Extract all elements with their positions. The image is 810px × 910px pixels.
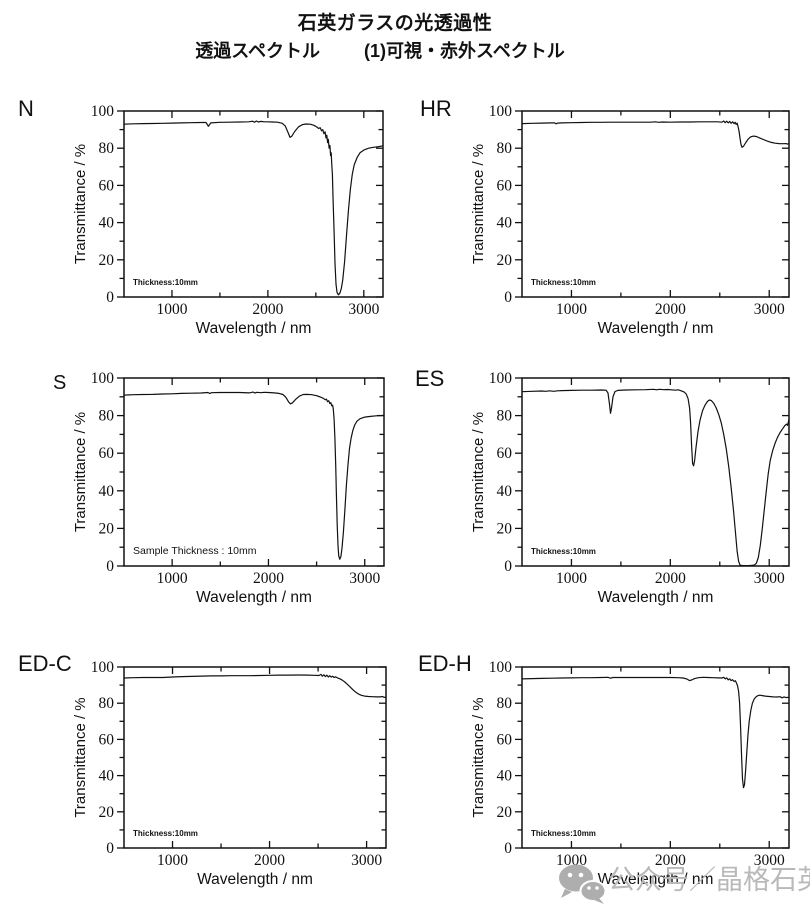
chart-name-label: HR bbox=[420, 96, 452, 121]
y-tick-label: 40 bbox=[497, 483, 513, 500]
y-axis-title: Transmittance / % bbox=[72, 697, 89, 817]
x-tick-label: 2000 bbox=[254, 852, 285, 869]
thickness-annotation: Thickness:10mm bbox=[531, 278, 596, 287]
y-tick-label: 60 bbox=[99, 177, 115, 194]
y-axis-title: Transmittance / % bbox=[72, 412, 89, 532]
y-tick-label: 80 bbox=[497, 140, 513, 157]
subtitle-right: (1)可視・赤外スペクトル bbox=[364, 41, 565, 61]
x-tick-label: 1000 bbox=[556, 570, 587, 587]
x-tick-label: 2000 bbox=[253, 570, 284, 587]
chart-name-label: ED-C bbox=[18, 651, 72, 676]
thickness-annotation: Sample Thickness : 10mm bbox=[133, 545, 257, 557]
chart-ED-C: 1000 2000 3000 0 20 40 60 80 100 Wavelength / nm T… bbox=[18, 651, 387, 888]
y-tick-label: 40 bbox=[497, 768, 513, 785]
x-tick-label: 1000 bbox=[157, 570, 188, 587]
thickness-annotation: Thickness:10mm bbox=[133, 278, 198, 287]
chart-name-label: ED-H bbox=[418, 651, 472, 676]
y-tick-label: 0 bbox=[106, 289, 114, 306]
y-tick-label: 20 bbox=[497, 252, 513, 269]
x-axis-title: Wavelength / nm bbox=[196, 320, 312, 337]
y-tick-label: 80 bbox=[99, 695, 115, 712]
chart-name-label: S bbox=[53, 372, 66, 394]
page-title: 石英ガラスの光透過性 bbox=[297, 13, 493, 34]
chart-name-label: N bbox=[18, 96, 34, 121]
chart-ES: 1000 2000 3000 0 20 40 60 80 100 Wavelength / nm T… bbox=[415, 366, 790, 606]
spectrum-curve bbox=[123, 673, 387, 699]
chart-name-label: ES bbox=[415, 366, 444, 391]
y-tick-label: 20 bbox=[497, 520, 513, 537]
y-tick-label: 20 bbox=[99, 804, 115, 821]
y-tick-label: 60 bbox=[497, 445, 513, 462]
y-tick-label: 40 bbox=[497, 215, 513, 232]
x-tick-label: 3000 bbox=[348, 301, 379, 318]
x-axis-title: Wavelength / nm bbox=[598, 320, 714, 337]
x-axis-title: Wavelength / nm bbox=[196, 589, 312, 606]
x-axis-title: Wavelength / nm bbox=[197, 871, 313, 888]
x-tick-label: 1000 bbox=[157, 852, 188, 869]
x-tick-label: 3000 bbox=[754, 570, 785, 587]
chart-ED-H: 1000 2000 3000 0 20 40 60 80 100 Wavelength / nm T… bbox=[418, 651, 790, 888]
y-axis-title: Transmittance / % bbox=[470, 697, 487, 817]
y-axis-title: Transmittance / % bbox=[470, 412, 487, 532]
y-tick-label: 60 bbox=[99, 445, 115, 462]
chart-N: 1000 2000 3000 0 20 40 60 80 100 Wavelength / nm T… bbox=[18, 96, 384, 337]
x-axis-title: Wavelength / nm bbox=[598, 589, 714, 606]
y-tick-label: 80 bbox=[99, 140, 115, 157]
x-tick-label: 1000 bbox=[556, 852, 587, 869]
x-tick-label: 1000 bbox=[556, 301, 587, 318]
spectrum-curve bbox=[123, 391, 385, 560]
spectrum-curve bbox=[521, 388, 790, 567]
y-tick-label: 40 bbox=[99, 483, 115, 500]
chart-S: 1000 2000 3000 0 20 40 60 80 100 Wavelength / nm T… bbox=[53, 370, 385, 606]
y-tick-label: 100 bbox=[489, 659, 513, 676]
y-tick-label: 80 bbox=[497, 408, 513, 425]
subtitle-left: 透過スペクトル bbox=[195, 41, 320, 61]
y-tick-label: 60 bbox=[99, 731, 115, 748]
x-tick-label: 2000 bbox=[252, 301, 283, 318]
y-tick-label: 0 bbox=[504, 558, 512, 575]
y-axis-title: Transmittance / % bbox=[470, 144, 487, 264]
y-tick-label: 0 bbox=[106, 558, 114, 575]
plot-frame bbox=[123, 377, 385, 567]
x-tick-label: 2000 bbox=[655, 852, 686, 869]
page-subtitle: 透過スペクトル (1)可視・赤外スペクトル bbox=[0, 37, 760, 63]
y-tick-label: 40 bbox=[99, 215, 115, 232]
spectrum-curve bbox=[123, 120, 384, 296]
x-tick-label: 3000 bbox=[754, 852, 785, 869]
x-tick-label: 3000 bbox=[351, 852, 382, 869]
y-tick-label: 60 bbox=[497, 731, 513, 748]
thickness-annotation: Thickness:10mm bbox=[133, 829, 198, 838]
y-tick-label: 0 bbox=[504, 289, 512, 306]
x-axis-title: Wavelength / nm bbox=[598, 871, 714, 888]
y-tick-label: 100 bbox=[91, 659, 115, 676]
x-tick-label: 2000 bbox=[655, 570, 686, 587]
y-tick-label: 40 bbox=[99, 768, 115, 785]
thickness-annotation: Thickness:10mm bbox=[531, 829, 596, 838]
x-tick-label: 1000 bbox=[156, 301, 187, 318]
plot-frame bbox=[521, 377, 790, 567]
x-tick-label: 3000 bbox=[754, 301, 785, 318]
y-tick-label: 20 bbox=[99, 252, 115, 269]
y-tick-label: 0 bbox=[106, 840, 114, 857]
x-tick-label: 3000 bbox=[349, 570, 380, 587]
y-tick-label: 60 bbox=[497, 177, 513, 194]
y-tick-label: 100 bbox=[489, 370, 513, 387]
y-tick-label: 0 bbox=[504, 840, 512, 857]
plot-frame bbox=[123, 666, 387, 849]
y-tick-label: 100 bbox=[489, 103, 513, 120]
y-tick-label: 20 bbox=[497, 804, 513, 821]
thickness-annotation: Thickness:10mm bbox=[531, 547, 596, 556]
y-tick-label: 100 bbox=[91, 370, 115, 387]
chart-HR: 1000 2000 3000 0 20 40 60 80 100 Wavelength / nm T… bbox=[420, 96, 790, 337]
spectrum-curve bbox=[521, 120, 790, 148]
spectrum-curve bbox=[521, 676, 790, 789]
y-tick-label: 100 bbox=[91, 103, 115, 120]
plot-frame bbox=[521, 666, 790, 849]
y-tick-label: 80 bbox=[99, 408, 115, 425]
y-tick-label: 80 bbox=[497, 695, 513, 712]
x-tick-label: 2000 bbox=[655, 301, 686, 318]
y-axis-title: Transmittance / % bbox=[72, 144, 89, 264]
y-tick-label: 20 bbox=[99, 520, 115, 537]
